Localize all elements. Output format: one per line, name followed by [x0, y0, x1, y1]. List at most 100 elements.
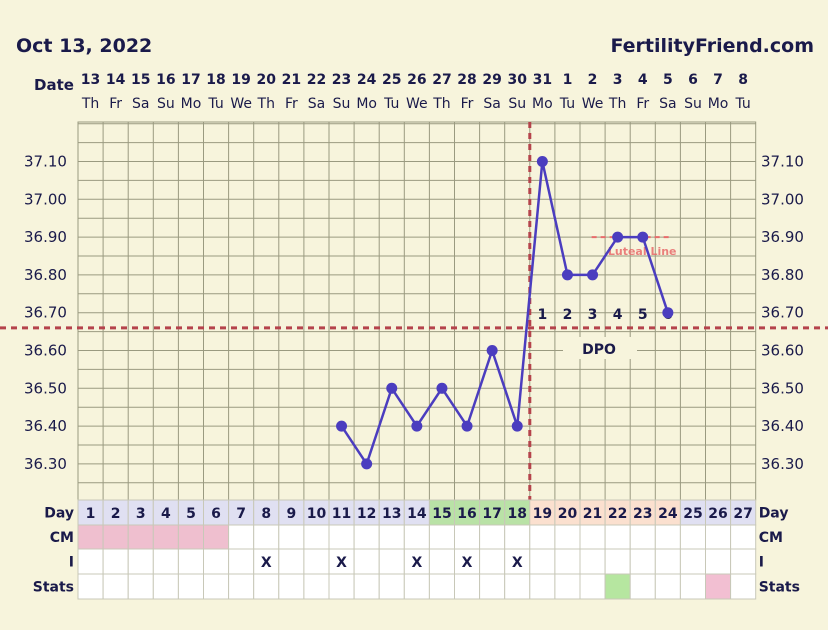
intercourse-cell [629, 548, 656, 575]
date-label: 4 [638, 72, 648, 88]
cm-cell [504, 524, 531, 550]
cm-cell [730, 524, 757, 550]
stats-cell [730, 573, 757, 600]
cycle-day-number: 6 [211, 506, 221, 522]
plot-area [77, 121, 757, 501]
chart-date: Oct 13, 2022 [16, 35, 153, 57]
date-label: 28 [457, 72, 476, 88]
day-cell [504, 499, 531, 526]
cycle-day-number: 5 [186, 506, 196, 522]
intercourse-mark: X [336, 555, 347, 571]
date-label: 23 [332, 72, 351, 88]
intercourse-mark: X [512, 555, 523, 571]
y-tick-label-left: 36.50 [24, 379, 67, 397]
weekday-label: Th [608, 96, 626, 112]
weekday-label: We [582, 96, 604, 112]
dpo-label: DPO [582, 342, 616, 358]
stats-row-label-right: Stats [759, 580, 800, 596]
weekday-label: Su [508, 96, 526, 112]
dpo-number: 5 [638, 307, 648, 323]
date-label: 3 [613, 72, 623, 88]
luteal-line-label: Luteal Line [608, 245, 677, 258]
day-cell [654, 499, 681, 526]
y-tick-label-right: 37.10 [761, 153, 804, 171]
weekday-label: Su [333, 96, 351, 112]
cm-cell [353, 524, 380, 550]
stats-cell [554, 573, 581, 600]
date-label: 18 [206, 72, 225, 88]
site-name[interactable]: FertilityFriend.com [610, 35, 814, 57]
date-label: 22 [307, 72, 326, 88]
weekday-label: Sa [132, 96, 149, 112]
weekday-label: Mo [356, 96, 377, 112]
cm-cell [705, 524, 732, 550]
intercourse-cell [203, 548, 230, 575]
y-tick-label-left: 36.80 [24, 266, 67, 284]
stats-cell [579, 573, 606, 600]
cycle-day-number: 7 [236, 506, 246, 522]
date-label: 16 [156, 72, 175, 88]
cm-cell [479, 524, 506, 550]
temperature-point [486, 345, 498, 356]
intercourse-cell [504, 548, 531, 575]
intercourse-cell [554, 548, 581, 575]
cm-cell [403, 524, 430, 550]
cm-cell [629, 524, 656, 550]
weekday-label: Th [257, 96, 275, 112]
date-label: 7 [713, 72, 723, 88]
intercourse-mark: X [462, 555, 473, 571]
date-label: 8 [738, 72, 748, 88]
cm-cell [177, 524, 204, 550]
stats-cell [228, 573, 255, 600]
intercourse-cell [529, 548, 556, 575]
weekday-label: Fr [109, 96, 122, 112]
weekday-label: Mo [532, 96, 553, 112]
weekday-label: We [406, 96, 428, 112]
cycle-day-number: 23 [633, 506, 652, 522]
stats-cell [253, 573, 280, 600]
date-label: 20 [257, 72, 277, 88]
stats-cell [479, 573, 506, 600]
intercourse-cell [152, 548, 179, 575]
y-tick-label-right: 36.30 [761, 455, 804, 473]
intercourse-cell [730, 548, 757, 575]
date-label: 2 [588, 72, 598, 88]
dpo-number: 1 [537, 307, 547, 323]
cycle-day-number: 13 [382, 506, 401, 522]
cm-row-label-left: CM [50, 530, 74, 546]
date-label: 17 [181, 72, 200, 88]
cycle-day-number: 17 [482, 506, 501, 522]
date-label: 19 [231, 72, 250, 88]
cm-cell [102, 524, 129, 550]
intercourse-cell [378, 548, 405, 575]
temperature-point [361, 458, 373, 470]
y-tick-label-right: 36.80 [761, 266, 804, 284]
weekday-label: Tu [734, 96, 750, 112]
cm-row-label-right: CM [759, 530, 783, 546]
cycle-day-number: 12 [357, 506, 376, 522]
cm-cell [152, 524, 179, 550]
cm-cell [253, 524, 280, 550]
stats-cell [428, 573, 455, 600]
temperature-point [411, 420, 423, 432]
y-tick-label-left: 36.70 [24, 304, 67, 322]
cycle-day-number: 26 [708, 506, 727, 522]
date-label: 5 [663, 72, 673, 88]
intercourse-cell [228, 548, 255, 575]
y-tick-label-right: 36.90 [761, 228, 804, 246]
cycle-day-number: 9 [286, 506, 296, 522]
cycle-day-number: 4 [161, 506, 171, 522]
weekday-label: Tu [559, 96, 575, 112]
cycle-day-number: 25 [683, 506, 702, 522]
day-cell [303, 499, 330, 526]
date-label: 29 [482, 72, 501, 88]
weekday-label: Tu [383, 96, 399, 112]
temperature-point [461, 420, 473, 432]
weekday-label: Sa [308, 96, 325, 112]
temperature-point [612, 231, 624, 243]
y-tick-label-left: 37.10 [24, 153, 67, 171]
day-row-label-left: Day [44, 506, 74, 522]
weekday-label: Sa [659, 96, 676, 112]
